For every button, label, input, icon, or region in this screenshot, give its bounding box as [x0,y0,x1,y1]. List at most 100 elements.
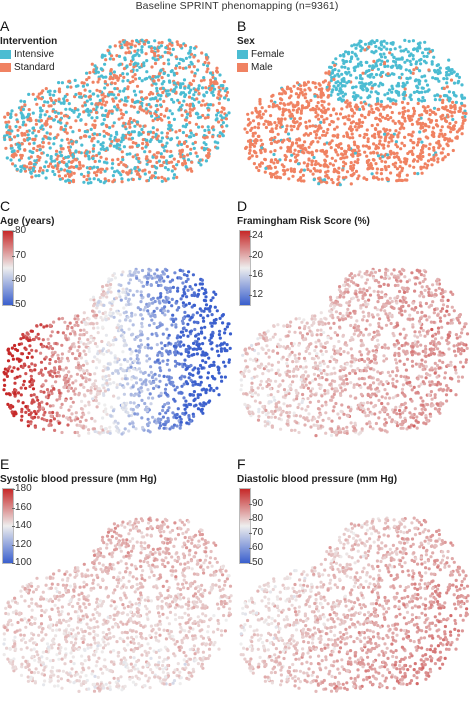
scatter-point [131,155,135,159]
scatter-point [309,131,313,136]
scatter-point [91,295,96,299]
scatter-point [40,417,44,421]
scatter-point [128,145,132,149]
scatter-point [312,155,316,160]
scatter-point [166,408,170,413]
scatter-point [164,179,168,183]
scatter-point [140,398,144,402]
scatter-point [79,328,83,332]
scatter-point [45,119,49,123]
scatter-point [357,174,361,178]
scatter-point [138,329,142,333]
scatter-point [379,172,383,176]
scatter-point [138,175,142,179]
scatter-point [178,149,182,153]
scatter-point [202,141,206,145]
scatter-point [363,366,367,370]
scatter-point [32,146,36,151]
scatter-point [100,67,104,72]
scatter-point [359,63,364,67]
scatter-point [395,412,399,416]
scatter-point [153,299,157,304]
scatter-point [66,359,70,363]
scatter-point [400,169,404,173]
scatter-point [66,145,71,149]
scatter-point [411,146,416,150]
scatter-point [174,64,179,68]
scatter-point [33,97,38,101]
scatter-point [330,178,334,182]
scatter-point [60,343,64,347]
scatter-point [13,376,17,380]
scatter-point [273,135,277,140]
scatter-point [115,385,119,389]
scatter-point [266,329,270,333]
scatter-point [130,39,134,43]
scatter-point [55,374,59,378]
scatter-point [208,88,212,92]
scatter-point [441,134,445,138]
scatter-point [20,407,24,411]
scatter-point [102,129,106,133]
scatter-point [278,373,282,377]
scatter-point [37,337,41,341]
scatter-point [357,118,361,122]
scatter-point [350,127,354,132]
scatter-point [12,155,16,159]
scatter-point [464,111,468,116]
scatter-point [213,321,217,325]
scatter-point [315,149,319,153]
scatter-point [395,66,399,70]
scatter-point [101,369,105,373]
scatter-point [336,133,340,137]
scatter-point [289,124,293,128]
scatter-point [206,113,210,117]
scatter-point [258,164,262,168]
scatter-point [221,84,225,88]
scatter-point [365,69,369,73]
scatter-point [358,287,362,291]
scatter-point [122,145,126,149]
scatter-point [21,383,25,387]
scatter-point [127,171,131,175]
scatter-point [350,174,354,178]
scatter-point [94,399,98,403]
scatter-point [134,427,138,431]
scatter-point [254,106,258,110]
scatter-point [386,153,390,157]
scatter-point [183,358,187,362]
scatter-point [406,114,411,118]
scatter-point [441,100,445,105]
scatter-point [90,116,94,120]
scatter-point [159,94,163,98]
scatter-point [349,381,353,385]
scatter-point [175,175,179,179]
scatter-point [375,39,379,43]
scatter-point [352,91,356,95]
scatter-point [67,102,71,106]
scatter-point [110,139,114,144]
scatter-point [259,116,263,120]
scatter-point [156,176,160,180]
scatter-point [260,106,264,110]
scatter-point [342,134,346,138]
scatter-point [49,116,54,121]
scatter-point [74,92,78,97]
scatter-point [391,396,395,400]
scatter-point [187,354,191,358]
scatter-point [188,104,192,108]
scatter-point [97,431,101,435]
scatter-point [220,342,225,346]
scatter-point [379,99,384,104]
scatter-point [391,408,395,412]
scatter-point [349,164,353,168]
scatter-point [73,430,77,435]
scatter-point [356,158,360,162]
scatter-point [126,411,130,415]
scatter-point [381,115,385,119]
scatter-point [114,338,118,342]
scatter-point [21,332,25,337]
scatter-point [458,335,462,339]
scatter-point [48,358,52,362]
scatter-point [432,158,436,162]
